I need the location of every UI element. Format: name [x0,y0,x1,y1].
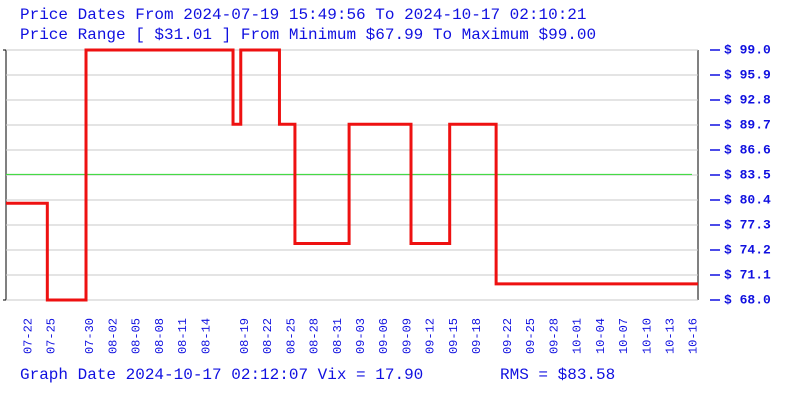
x-tick-label: 08-19 [238,318,252,354]
y-tick-label: $ 99.0 [724,42,771,57]
x-tick-label: 08-25 [284,318,298,354]
x-tick-label: 09-28 [547,318,561,354]
x-tick-label: 10-16 [687,318,701,354]
x-tick-label: 07-30 [83,318,97,354]
x-tick-label: 09-22 [501,318,515,354]
y-tick-label: $ 86.6 [724,142,771,157]
x-tick-label: 07-25 [44,318,58,354]
y-tick-label: $ 95.9 [724,67,771,82]
x-tick-label: 08-08 [153,318,167,354]
x-tick-label: 08-11 [176,318,190,354]
x-tick-label: 09-03 [354,318,368,354]
y-tick-label: $ 74.2 [724,242,771,257]
x-tick-label: 08-28 [308,318,322,354]
x-tick-label: 08-05 [130,318,144,354]
x-tick-label: 10-04 [594,318,608,354]
rms-label: RMS = $83.58 [500,366,615,384]
x-tick-label: 09-25 [524,318,538,354]
x-tick-label: 09-12 [424,318,438,354]
x-tick-label: 10-07 [617,318,631,354]
y-tick-label: $ 77.3 [724,217,771,232]
price-line [6,48,698,302]
y-tick-label: $ 80.4 [724,192,771,207]
x-tick-label: 10-10 [640,318,654,354]
x-tick-label: 10-13 [664,318,678,354]
chart-subtitle: Price Range [ $31.01 ] From Minimum $67.… [20,26,596,44]
x-tick-label: 09-06 [377,318,391,354]
chart-title: Price Dates From 2024-07-19 15:49:56 To … [20,6,587,24]
x-tick-label: 09-18 [470,318,484,354]
y-tick-label: $ 71.1 [724,267,771,282]
y-tick-label: $ 83.5 [724,167,771,182]
x-tick-label: 10-01 [571,318,585,354]
y-tick-label: $ 68.0 [724,292,771,307]
x-tick-label: 09-15 [447,318,461,354]
x-tick-label: 09-09 [400,318,414,354]
x-tick-label: 08-02 [106,318,120,354]
x-tick-label: 07-22 [21,318,35,354]
y-tick-label: $ 89.7 [724,117,771,132]
y-tick-label: $ 92.8 [724,92,771,107]
x-tick-label: 08-14 [199,318,213,354]
x-tick-label: 08-22 [261,318,275,354]
footer: Graph Date 2024-10-17 02:12:07 Vix = 17.… [20,366,423,384]
x-tick-label: 08-31 [331,318,345,354]
